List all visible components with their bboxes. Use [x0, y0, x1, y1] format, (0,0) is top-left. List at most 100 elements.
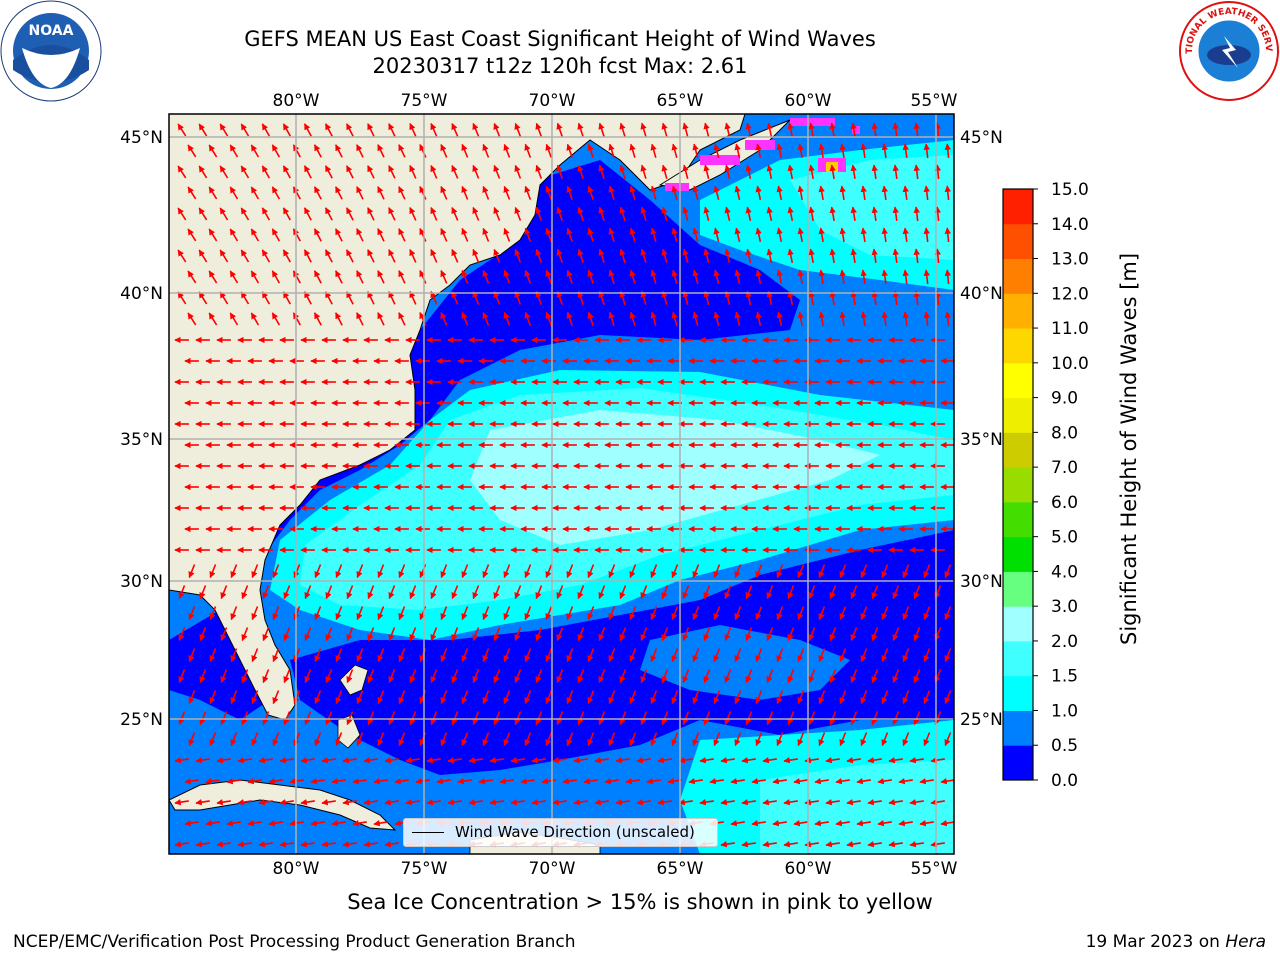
wind-wave-arrow [734, 311, 741, 326]
wind-wave-arrow [447, 757, 462, 764]
wind-wave-arrow [846, 799, 861, 806]
colorbar-swatch [1003, 293, 1033, 329]
wind-wave-arrow [430, 711, 438, 726]
lat-labels-right: 45°N 40°N 35°N 30°N 25°N [960, 128, 1003, 730]
colorbar-swatch [1003, 710, 1033, 746]
wind-wave-arrow [776, 185, 783, 201]
wind-wave-arrow [808, 122, 815, 138]
wind-wave-arrow [671, 606, 679, 621]
wind-wave-arrow [766, 206, 773, 221]
wind-wave-arrow [208, 270, 218, 284]
wind-wave-arrow [881, 690, 889, 705]
wind-wave-arrow [261, 207, 271, 221]
wind-wave-arrow [860, 648, 868, 663]
wind-wave-arrow [825, 757, 840, 764]
wind-wave-arrow [629, 143, 636, 158]
wind-wave-arrow [325, 585, 333, 600]
svg-text:45°N: 45°N [960, 128, 1003, 148]
wind-wave-arrow [237, 841, 252, 848]
wind-wave-arrow [514, 669, 522, 684]
wind-wave-arrow [902, 690, 910, 705]
wind-wave-arrow [629, 269, 636, 284]
svg-text:80°W: 80°W [273, 859, 320, 879]
wind-wave-arrow [419, 270, 427, 284]
wind-wave-arrow [682, 585, 690, 600]
wind-wave-arrow [292, 312, 301, 326]
wind-wave-arrow [271, 228, 281, 242]
wind-wave-arrow [545, 648, 553, 663]
wind-wave-arrow [531, 757, 546, 764]
wind-wave-arrow [944, 732, 952, 747]
wind-wave-arrow [187, 270, 197, 284]
nws-logo: NATIONAL WEATHER SERVICE [1178, 0, 1279, 101]
wind-wave-arrow [229, 312, 239, 326]
wind-wave-arrow [776, 269, 783, 285]
svg-text:35°N: 35°N [120, 430, 163, 450]
wind-wave-arrow [240, 123, 250, 137]
wind-wave-arrow [661, 711, 669, 726]
wind-wave-arrow [636, 757, 651, 764]
wind-wave-arrow [734, 269, 741, 284]
wind-wave-arrow [220, 585, 228, 600]
wind-wave-arrow [839, 564, 847, 579]
wind-wave-arrow [346, 711, 354, 726]
wind-wave-arrow [850, 669, 858, 684]
wind-wave-arrow [692, 606, 700, 621]
wind-wave-arrow [587, 648, 595, 663]
wind-wave-arrow [902, 143, 909, 159]
wind-wave-arrow [271, 186, 281, 200]
wind-wave-arrow [682, 206, 689, 222]
wind-wave-arrow [825, 799, 840, 806]
wind-wave-arrow [923, 311, 930, 327]
wind-wave-arrow [909, 757, 924, 764]
wind-wave-arrow [587, 185, 594, 200]
wind-wave-arrow [524, 227, 532, 242]
wind-wave-arrow [713, 732, 721, 747]
land-bahamas-2 [337, 714, 361, 749]
wind-wave-arrow [251, 564, 259, 579]
wind-wave-arrow [839, 606, 847, 621]
wind-wave-arrow [279, 841, 294, 848]
wind-wave-arrow [629, 606, 637, 621]
wind-wave-arrow [367, 165, 375, 179]
wind-wave-arrow [573, 799, 588, 806]
wind-wave-arrow [745, 585, 753, 600]
wind-wave-arrow [398, 228, 406, 242]
wind-wave-arrow [524, 690, 532, 705]
wind-wave-arrow [881, 311, 888, 327]
svg-text:65°W: 65°W [657, 91, 704, 111]
wind-wave-arrow [650, 185, 657, 200]
wind-wave-arrow [913, 164, 920, 180]
svg-text:40°N: 40°N [120, 284, 163, 304]
footer-host: Hera [1225, 932, 1266, 952]
wind-wave-arrow [472, 122, 480, 137]
wind-wave-arrow [751, 820, 766, 827]
wind-wave-arrow [940, 820, 954, 827]
wind-wave-arrow [514, 248, 522, 263]
wind-wave-arrow [489, 799, 504, 806]
wind-wave-arrow [808, 627, 816, 642]
wind-wave-arrow [356, 564, 364, 579]
wind-wave-arrow [881, 269, 888, 285]
colorbar-tick-label: 8.0 [1051, 423, 1078, 443]
colorbar-swatch [1003, 536, 1033, 572]
wind-wave-arrow [409, 669, 417, 684]
wind-wave-arrow [436, 778, 451, 785]
wind-wave-arrow [944, 227, 951, 243]
wind-wave-arrow [545, 690, 553, 705]
wind-wave-arrow [503, 732, 511, 747]
wind-wave-arrow [839, 227, 846, 243]
wind-wave-arrow [734, 185, 741, 200]
wind-wave-arrow [930, 799, 945, 806]
lat-labels-left: 45°N 40°N 35°N 30°N 25°N [120, 128, 163, 730]
wind-wave-arrow [335, 732, 343, 747]
wind-wave-arrow [787, 669, 795, 684]
wind-wave-arrow [713, 564, 721, 579]
wind-wave-arrow [482, 690, 490, 705]
wind-wave-arrow [251, 648, 259, 663]
wind-wave-arrow [661, 585, 669, 600]
wind-wave-arrow [646, 778, 661, 785]
wind-wave-arrow [678, 757, 693, 764]
wind-wave-arrow [292, 228, 301, 242]
wind-wave-arrow [394, 778, 409, 785]
